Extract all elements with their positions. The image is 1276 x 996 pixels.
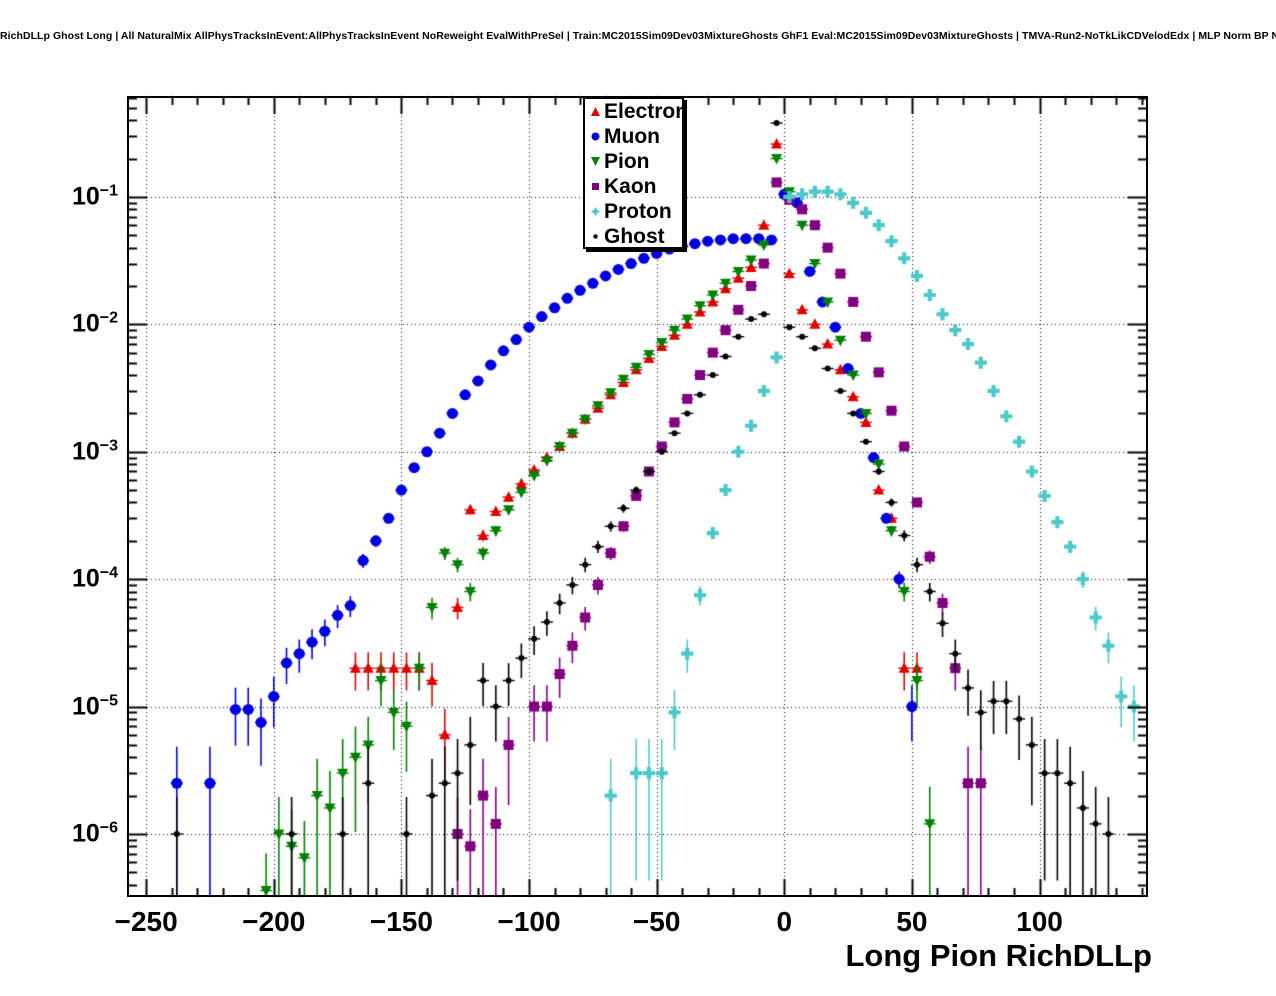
legend-label: Electron <box>604 99 689 123</box>
x-axis-title: Long Pion RichDLLp <box>845 938 1152 973</box>
x-tick-label: −150 <box>369 906 433 937</box>
legend-item-pion[interactable]: Pion <box>585 149 682 174</box>
y-tick-label: 10−6 <box>71 819 118 848</box>
x-tick-label: 0 <box>776 906 793 937</box>
legend-item-ghost[interactable]: Ghost <box>585 224 682 249</box>
electron-marker-icon <box>588 105 603 118</box>
ghost-marker-icon <box>588 230 603 243</box>
legend-item-proton[interactable]: Proton <box>585 199 682 224</box>
legend: Electron Muon Pion Kaon Proton Ghost <box>583 97 688 249</box>
muon-marker-icon <box>588 130 603 143</box>
legend-item-electron[interactable]: Electron <box>585 99 688 124</box>
x-tick-label: 50 <box>896 906 928 937</box>
proton-marker-icon <box>588 205 603 218</box>
y-tick-label: 10−3 <box>71 437 118 466</box>
y-tick-label: 10−4 <box>71 564 118 593</box>
x-tick-label: −50 <box>632 906 681 937</box>
legend-item-muon[interactable]: Muon <box>585 124 682 149</box>
x-tick-label: 100 <box>1016 906 1063 937</box>
legend-label: Proton <box>604 199 672 223</box>
pion-marker-icon <box>588 155 603 168</box>
x-tick-label: −100 <box>497 906 561 937</box>
legend-item-kaon[interactable]: Kaon <box>585 174 682 199</box>
legend-label: Pion <box>604 149 650 173</box>
x-tick-label: −200 <box>242 906 306 937</box>
legend-label: Kaon <box>604 174 657 198</box>
legend-label: Muon <box>604 124 660 148</box>
x-tick-label: −250 <box>114 906 178 937</box>
y-tick-label: 10−1 <box>71 182 118 211</box>
y-tick-label: 10−5 <box>71 691 118 721</box>
kaon-marker-icon <box>588 180 603 193</box>
y-tick-label: 10−2 <box>71 309 118 339</box>
legend-label: Ghost <box>604 224 665 248</box>
